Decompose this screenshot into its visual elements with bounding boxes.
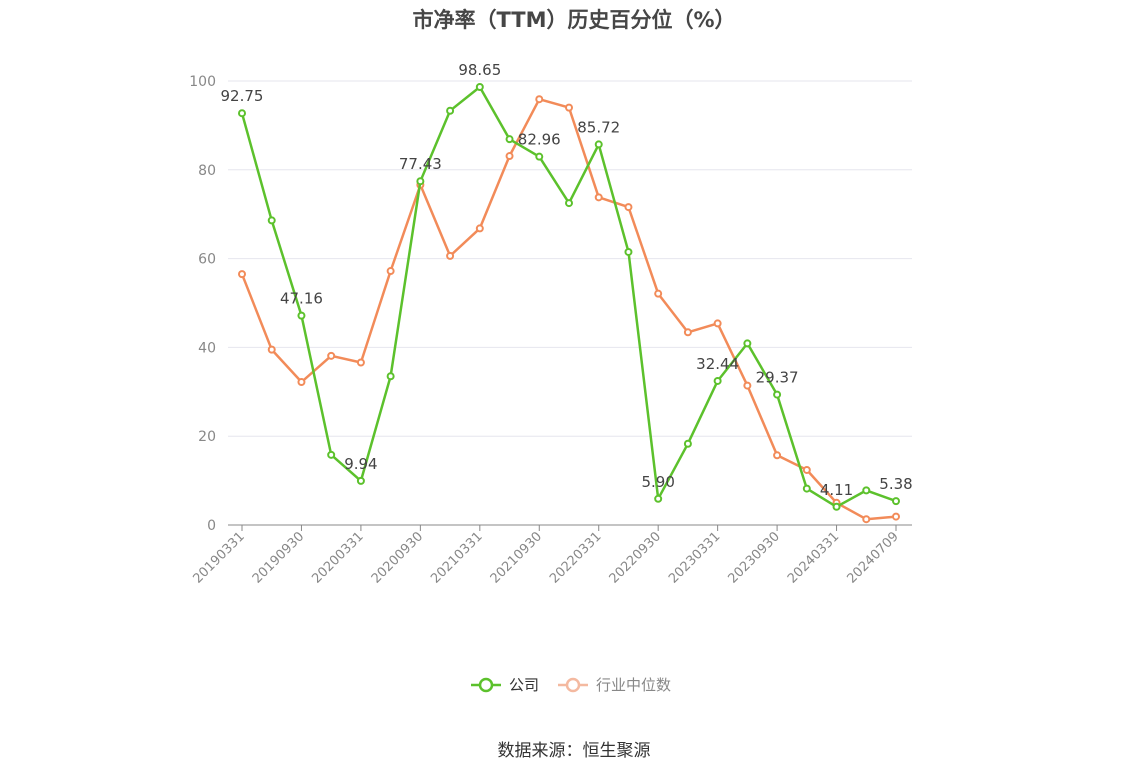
company-point[interactable] xyxy=(594,140,603,149)
legend-marker xyxy=(478,677,494,693)
x-tick-label: 20220331 xyxy=(547,529,604,586)
data-label: 29.37 xyxy=(756,369,799,387)
data-label-layer: 92.75 47.16 9.94 77.43 98.65 82.96 85.72 5.90 32… xyxy=(221,61,913,499)
company-point[interactable] xyxy=(535,152,544,161)
x-tick-label: 20190930 xyxy=(250,529,307,586)
y-tick-label: 100 xyxy=(189,74,216,90)
company-point[interactable] xyxy=(683,439,692,448)
data-label: 5.38 xyxy=(879,475,912,493)
series-layer xyxy=(238,82,900,524)
x-tick-label: 20210930 xyxy=(488,529,545,586)
company-point[interactable] xyxy=(892,497,900,506)
data-label: 77.43 xyxy=(399,155,442,173)
company-point[interactable] xyxy=(446,106,455,115)
grid-layer xyxy=(228,80,912,437)
company-point[interactable] xyxy=(773,390,782,399)
legend-item-industry-median[interactable]: 行业中位数 xyxy=(558,676,671,694)
x-tick-label: 20220930 xyxy=(607,529,664,586)
company-point[interactable] xyxy=(565,199,573,208)
data-label: 5.90 xyxy=(641,473,674,491)
industry-median-point[interactable] xyxy=(327,351,336,360)
industry-median-point[interactable] xyxy=(594,193,603,202)
industry-median-point[interactable] xyxy=(654,289,663,298)
company-point[interactable] xyxy=(416,177,425,186)
axis-layer: 0 20 40 60 80 100 20190331 20190930 20200331 2020… xyxy=(189,74,912,587)
industry-median-point[interactable] xyxy=(743,381,752,390)
industry-median-point[interactable] xyxy=(624,203,633,212)
data-label: 47.16 xyxy=(280,290,323,308)
y-tick-label: 80 xyxy=(198,163,216,179)
x-tick-label: 20210331 xyxy=(428,529,485,586)
industry-median-point[interactable] xyxy=(238,270,246,279)
data-label: 92.75 xyxy=(221,87,264,105)
company-line xyxy=(240,85,897,509)
data-label: 98.65 xyxy=(458,61,501,79)
data-label: 82.96 xyxy=(518,131,561,149)
industry-median-point[interactable] xyxy=(505,152,514,161)
data-label: 4.11 xyxy=(820,481,853,499)
legend[interactable]: 公司 行业中位数 xyxy=(471,676,671,694)
company-point[interactable] xyxy=(624,247,633,256)
industry-median-point[interactable] xyxy=(267,345,276,354)
legend-marker xyxy=(565,677,581,693)
industry-median-point[interactable] xyxy=(475,224,484,233)
industry-median-point[interactable] xyxy=(713,319,722,328)
industry-median-point[interactable] xyxy=(773,451,782,460)
industry-median-point[interactable] xyxy=(892,512,900,521)
company-point[interactable] xyxy=(743,339,752,348)
company-point[interactable] xyxy=(386,372,395,381)
company-point[interactable] xyxy=(327,450,336,459)
industry-median-line xyxy=(240,97,897,521)
data-label: 32.44 xyxy=(696,355,739,373)
y-tick-label: 40 xyxy=(198,340,216,356)
company-point[interactable] xyxy=(267,216,276,225)
legend-label: 公司 xyxy=(509,676,539,694)
x-tick-label: 20240709 xyxy=(844,529,901,586)
industry-median-point[interactable] xyxy=(386,267,395,276)
company-point[interactable] xyxy=(475,82,484,91)
company-point[interactable] xyxy=(297,311,306,320)
x-tick-label: 20190331 xyxy=(190,529,247,586)
legend-item-company[interactable]: 公司 xyxy=(471,676,539,694)
industry-median-point[interactable] xyxy=(535,95,544,104)
y-tick-label: 0 xyxy=(207,518,216,534)
industry-median-point[interactable] xyxy=(683,328,692,337)
industry-median-point[interactable] xyxy=(862,515,871,524)
company-point[interactable] xyxy=(356,476,365,485)
company-point[interactable] xyxy=(654,494,663,503)
company-point[interactable] xyxy=(832,502,841,511)
industry-median-point[interactable] xyxy=(297,378,306,387)
company-point[interactable] xyxy=(862,486,871,495)
x-tick-label: 20200930 xyxy=(369,529,426,586)
industry-median-point[interactable] xyxy=(565,103,573,112)
industry-median-point[interactable] xyxy=(356,358,365,367)
data-label: 9.94 xyxy=(344,455,377,473)
legend-label: 行业中位数 xyxy=(596,676,671,694)
data-label: 85.72 xyxy=(577,118,620,136)
y-tick-label: 60 xyxy=(198,252,216,268)
industry-median-point[interactable] xyxy=(802,465,811,474)
company-point[interactable] xyxy=(238,109,246,118)
x-tick-label: 20230331 xyxy=(666,529,723,586)
company-point[interactable] xyxy=(713,376,722,385)
data-source-note: 数据来源：恒生聚源 xyxy=(497,741,651,761)
chart-title: 市净率（TTM）历史百分位（%） xyxy=(412,8,736,32)
company-point[interactable] xyxy=(802,484,811,493)
x-tick-label: 20240331 xyxy=(785,529,842,586)
x-tick-label: 20230930 xyxy=(726,529,783,586)
x-tick-label: 20200331 xyxy=(309,529,366,586)
company-point[interactable] xyxy=(505,135,514,144)
y-tick-label: 20 xyxy=(198,429,216,445)
industry-median-point[interactable] xyxy=(446,251,455,260)
